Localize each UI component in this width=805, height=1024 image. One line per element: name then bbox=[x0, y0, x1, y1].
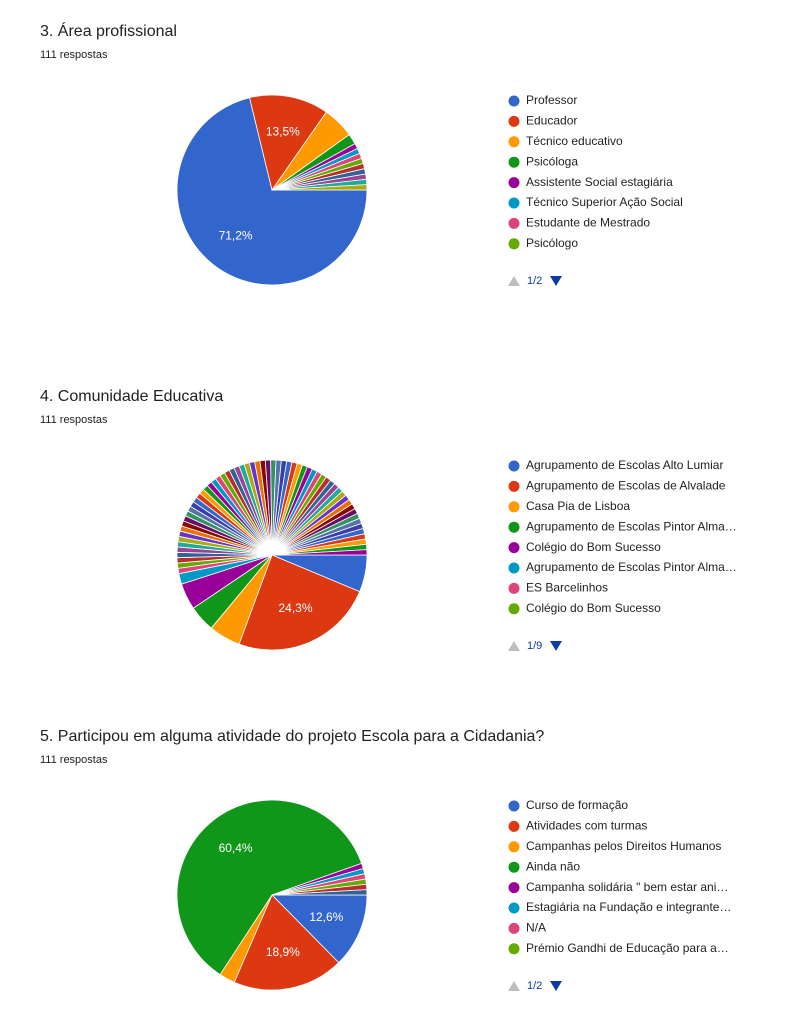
legend-swatch bbox=[508, 882, 520, 894]
slice-label: 12,6% bbox=[309, 910, 343, 924]
legend-swatch bbox=[508, 820, 520, 832]
prev-page[interactable] bbox=[508, 641, 520, 651]
legend-label: Educador bbox=[526, 114, 577, 128]
legend-label: Estagiária na Fundação e integrante… bbox=[526, 900, 731, 914]
legend-swatch bbox=[508, 603, 520, 615]
legend-label: Ainda não bbox=[526, 859, 580, 873]
question-title: 5. Participou em alguma atividade do pro… bbox=[40, 728, 544, 745]
legend-swatch bbox=[508, 542, 520, 554]
legend-swatch bbox=[508, 582, 520, 594]
legend-label: Psicólogo bbox=[526, 236, 578, 250]
legend-label: Agrupamento de Escolas de Alvalade bbox=[526, 479, 726, 493]
pie-slice bbox=[271, 894, 368, 964]
question-title: 4. Comunidade Educativa bbox=[40, 388, 223, 405]
legend-label: Casa Pia de Lisboa bbox=[526, 499, 630, 513]
pie-slice bbox=[271, 184, 368, 191]
pie-slice bbox=[271, 889, 368, 896]
slice-label: 24,3% bbox=[278, 601, 312, 615]
pie-slice bbox=[176, 97, 368, 286]
slice-label: 18,9% bbox=[266, 945, 300, 959]
legend-swatch bbox=[508, 861, 520, 873]
pie-slice bbox=[238, 554, 361, 651]
legend-label: Agrupamento de Escolas Pintor Alma… bbox=[526, 519, 737, 533]
legend-label: Agrupamento de Escolas Alto Lumiar bbox=[526, 458, 723, 472]
legend-swatch bbox=[508, 501, 520, 513]
legend-swatch bbox=[508, 800, 520, 812]
legend-label: Professor bbox=[526, 93, 577, 107]
slice-label: 13,5% bbox=[266, 124, 300, 138]
pie-slice bbox=[249, 94, 327, 191]
legend-swatch bbox=[508, 460, 520, 472]
legend-label: Psicóloga bbox=[526, 154, 578, 168]
legend-swatch bbox=[508, 115, 520, 127]
legend-page: 1/2 bbox=[527, 275, 542, 287]
pie-slice bbox=[176, 799, 363, 976]
legend-swatch bbox=[508, 841, 520, 853]
legend-label: Prémio Gandhi de Educação para a… bbox=[526, 941, 729, 955]
legend-label: Atividades com turmas bbox=[526, 819, 647, 833]
legend-swatch bbox=[508, 943, 520, 955]
legend-swatch bbox=[508, 217, 520, 229]
legend-label: Técnico Superior Ação Social bbox=[526, 195, 683, 209]
legend-label: Campanha solidária " bem estar ani… bbox=[526, 880, 728, 894]
legend-swatch bbox=[508, 922, 520, 934]
legend-label: Campanhas pelos Direitos Humanos bbox=[526, 839, 721, 853]
legend-label: N/A bbox=[526, 921, 546, 935]
legend-page: 1/9 bbox=[527, 640, 542, 652]
legend-swatch bbox=[508, 521, 520, 533]
legend-swatch bbox=[508, 95, 520, 107]
legend-label: ES Barcelinhos bbox=[526, 581, 608, 595]
response-count: 111 respostas bbox=[40, 49, 108, 61]
next-page[interactable] bbox=[550, 276, 562, 286]
legend-swatch bbox=[508, 136, 520, 148]
legend-swatch bbox=[508, 562, 520, 574]
prev-page[interactable] bbox=[508, 981, 520, 991]
legend-label: Estudante de Mestrado bbox=[526, 216, 650, 230]
legend-page: 1/2 bbox=[527, 980, 542, 992]
pie-slice bbox=[233, 894, 340, 991]
question-title: 3. Área profissional bbox=[40, 21, 177, 40]
slice-label: 71,2% bbox=[219, 228, 253, 242]
legend-label: Colégio do Bom Sucesso bbox=[526, 601, 661, 615]
pie-slice bbox=[271, 549, 368, 556]
slice-label: 60,4% bbox=[219, 841, 253, 855]
legend-label: Agrupamento de Escolas Pintor Alma… bbox=[526, 560, 737, 574]
prev-page[interactable] bbox=[508, 276, 520, 286]
legend-swatch bbox=[508, 156, 520, 168]
next-page[interactable] bbox=[550, 641, 562, 651]
legend-swatch bbox=[508, 902, 520, 914]
response-count: 111 respostas bbox=[40, 754, 108, 766]
legend-swatch bbox=[508, 177, 520, 189]
legend-label: Curso de formação bbox=[526, 798, 628, 812]
response-count: 111 respostas bbox=[40, 414, 108, 426]
legend-swatch bbox=[508, 197, 520, 209]
legend-swatch bbox=[508, 238, 520, 250]
legend-swatch bbox=[508, 480, 520, 492]
legend-label: Assistente Social estagiária bbox=[526, 175, 673, 189]
legend-label: Colégio do Bom Sucesso bbox=[526, 540, 661, 554]
next-page[interactable] bbox=[550, 981, 562, 991]
legend-label: Técnico educativo bbox=[526, 134, 623, 148]
